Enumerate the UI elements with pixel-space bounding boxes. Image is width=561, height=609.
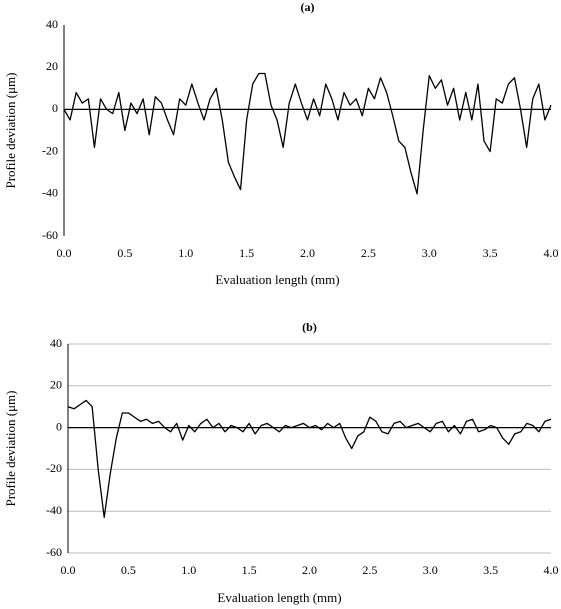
x-tick-label: 4.0 <box>544 246 559 260</box>
x-tick-label: 0.0 <box>57 246 72 260</box>
x-tick-label: 2.5 <box>362 563 377 577</box>
x-tick-label: 3.5 <box>483 563 498 577</box>
x-tick-label: 2.0 <box>302 563 317 577</box>
x-tick-label: 3.0 <box>422 246 437 260</box>
y-axis-label: Profile deviation (μm) <box>3 73 18 189</box>
y-tick-label: -60 <box>42 228 58 242</box>
chart-title: (b) <box>302 320 317 334</box>
y-axis-label: Profile deviation (μm) <box>3 391 18 507</box>
x-tick-label: 1.5 <box>242 563 257 577</box>
y-tick-label: 0 <box>56 419 62 433</box>
x-axis-label: Evaluation length (mm) <box>217 590 341 605</box>
profile-line <box>63 72 552 195</box>
x-tick-label: 0.0 <box>61 563 76 577</box>
y-tick-label: 40 <box>46 17 58 31</box>
y-tick-label: 40 <box>50 336 62 350</box>
chart-title: (a) <box>301 0 315 14</box>
y-tick-label: -40 <box>46 503 62 517</box>
y-tick-label: -20 <box>42 143 58 157</box>
x-axis-label: Evaluation length (mm) <box>215 272 339 287</box>
x-tick-label: 1.0 <box>181 563 196 577</box>
profile-line <box>67 399 552 519</box>
x-tick-label: 3.5 <box>483 246 498 260</box>
x-tick-label: 0.5 <box>121 563 136 577</box>
x-tick-label: 2.0 <box>300 246 315 260</box>
y-tick-label: -40 <box>42 186 58 200</box>
x-tick-label: 3.0 <box>423 563 438 577</box>
x-tick-label: 2.5 <box>361 246 376 260</box>
y-tick-label: -60 <box>46 545 62 559</box>
x-tick-label: 4.0 <box>544 563 559 577</box>
y-tick-label: 20 <box>46 59 58 73</box>
x-tick-label: 1.0 <box>178 246 193 260</box>
y-tick-label: 0 <box>52 101 58 115</box>
x-tick-label: 0.5 <box>117 246 132 260</box>
y-tick-label: 20 <box>50 378 62 392</box>
y-tick-label: -20 <box>46 461 62 475</box>
x-tick-label: 1.5 <box>239 246 254 260</box>
